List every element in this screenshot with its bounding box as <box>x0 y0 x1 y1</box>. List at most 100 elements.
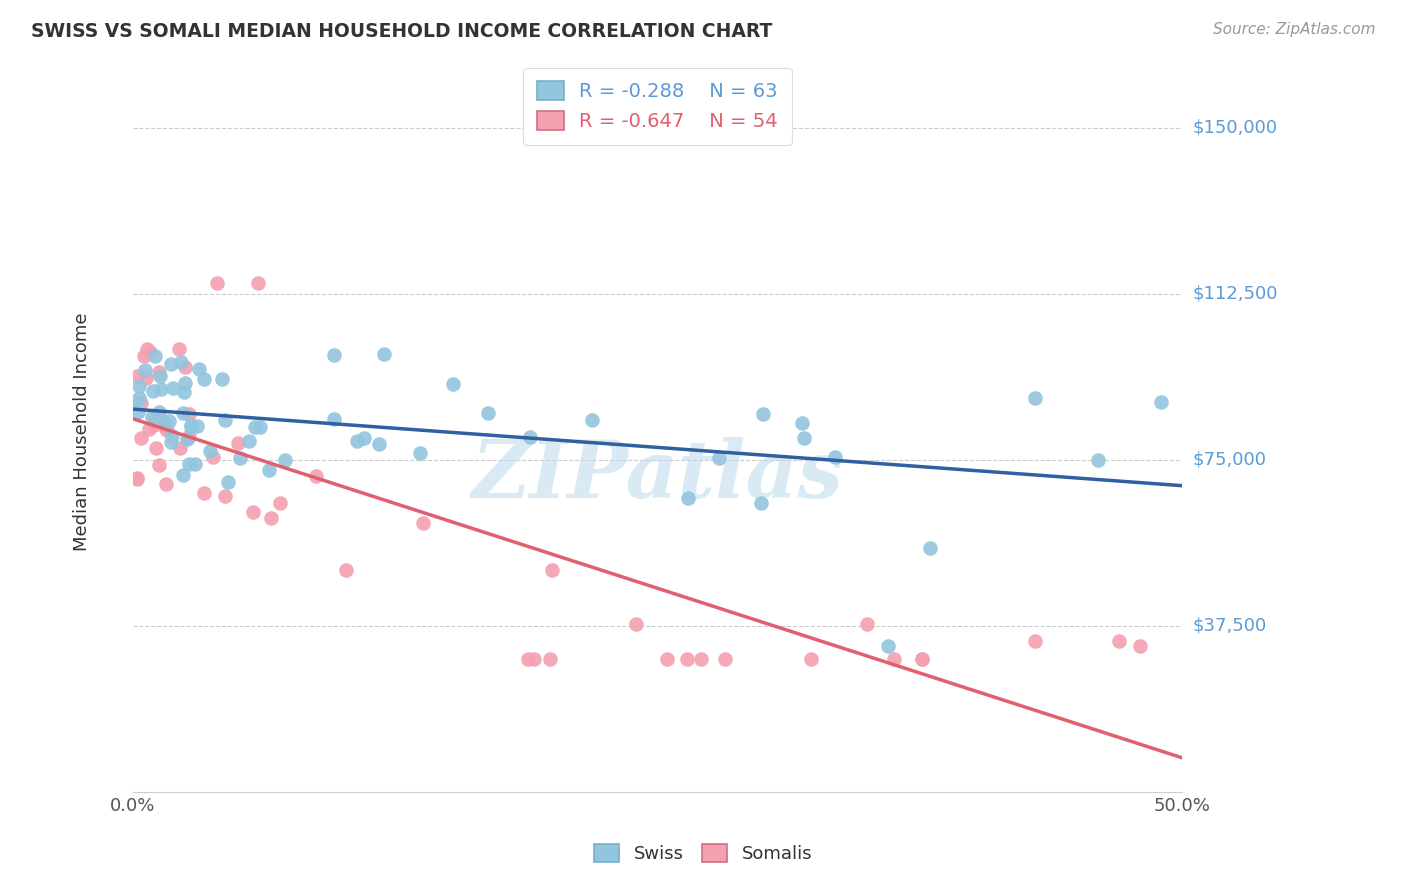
Point <box>159 435 181 450</box>
Point <box>1024 391 1046 405</box>
Point <box>179 407 201 421</box>
Point <box>1108 634 1130 648</box>
Point <box>626 616 648 631</box>
Point <box>229 450 252 465</box>
Point <box>800 652 823 666</box>
Point <box>920 541 942 556</box>
Point <box>156 423 179 437</box>
Point <box>142 384 165 399</box>
Point <box>367 437 389 451</box>
Point <box>790 417 813 431</box>
Point <box>322 412 344 426</box>
Point <box>441 376 464 391</box>
Point <box>1129 639 1152 653</box>
Point <box>1087 452 1109 467</box>
Point <box>179 429 201 443</box>
Point <box>538 652 561 666</box>
Point <box>180 419 202 434</box>
Point <box>148 405 170 419</box>
Point <box>205 276 228 290</box>
Point <box>153 416 176 430</box>
Point <box>170 354 193 368</box>
Point <box>141 410 163 425</box>
Text: Source: ZipAtlas.com: Source: ZipAtlas.com <box>1212 22 1375 37</box>
Point <box>148 458 170 472</box>
Point <box>749 496 772 510</box>
Point <box>125 471 148 485</box>
Point <box>128 379 150 393</box>
Point <box>373 347 395 361</box>
Point <box>155 476 177 491</box>
Point <box>135 371 157 385</box>
Point <box>346 434 368 448</box>
Point <box>247 276 270 290</box>
Point <box>162 381 184 395</box>
Text: $75,000: $75,000 <box>1192 450 1267 469</box>
Point <box>167 342 190 356</box>
Legend: Swiss, Somalis: Swiss, Somalis <box>585 836 821 872</box>
Point <box>714 652 737 666</box>
Point <box>226 436 249 450</box>
Point <box>260 511 283 525</box>
Point <box>877 639 900 653</box>
Point <box>412 516 434 531</box>
Point <box>1150 395 1173 409</box>
Point <box>198 443 221 458</box>
Point <box>657 652 679 666</box>
Point <box>305 469 328 483</box>
Text: $150,000: $150,000 <box>1192 119 1278 136</box>
Point <box>259 463 281 477</box>
Point <box>751 407 773 421</box>
Point <box>676 652 699 666</box>
Point <box>519 430 541 444</box>
Point <box>145 441 167 455</box>
Point <box>143 409 166 423</box>
Point <box>157 414 180 428</box>
Point <box>138 421 160 435</box>
Point <box>188 362 211 376</box>
Point <box>541 563 564 577</box>
Point <box>335 563 357 577</box>
Point <box>523 652 546 666</box>
Point <box>269 496 291 510</box>
Point <box>214 489 236 503</box>
Point <box>172 405 194 419</box>
Point <box>129 396 152 410</box>
Point <box>676 491 699 505</box>
Text: ZIPatlas: ZIPatlas <box>471 436 844 514</box>
Point <box>172 467 194 482</box>
Point <box>707 450 730 465</box>
Point <box>245 419 267 434</box>
Point <box>134 363 156 377</box>
Point <box>184 458 207 472</box>
Point <box>179 457 201 471</box>
Point <box>883 652 905 666</box>
Point <box>408 446 430 460</box>
Text: $112,500: $112,500 <box>1192 285 1278 302</box>
Point <box>132 349 155 363</box>
Point <box>174 376 197 391</box>
Point <box>856 616 879 631</box>
Point <box>477 406 499 420</box>
Point <box>323 348 346 362</box>
Point <box>127 405 149 419</box>
Point <box>517 652 540 666</box>
Point <box>238 434 260 448</box>
Point <box>353 431 375 445</box>
Point <box>186 418 208 433</box>
Point <box>581 413 603 427</box>
Point <box>242 504 264 518</box>
Point <box>689 652 711 666</box>
Point <box>911 652 934 666</box>
Point <box>193 486 215 500</box>
Point <box>160 429 183 443</box>
Point <box>160 357 183 371</box>
Point <box>136 342 159 356</box>
Point <box>169 441 191 455</box>
Point <box>155 422 177 436</box>
Point <box>174 359 197 374</box>
Point <box>148 365 170 379</box>
Point <box>202 450 225 464</box>
Point <box>180 418 202 433</box>
Point <box>149 369 172 384</box>
